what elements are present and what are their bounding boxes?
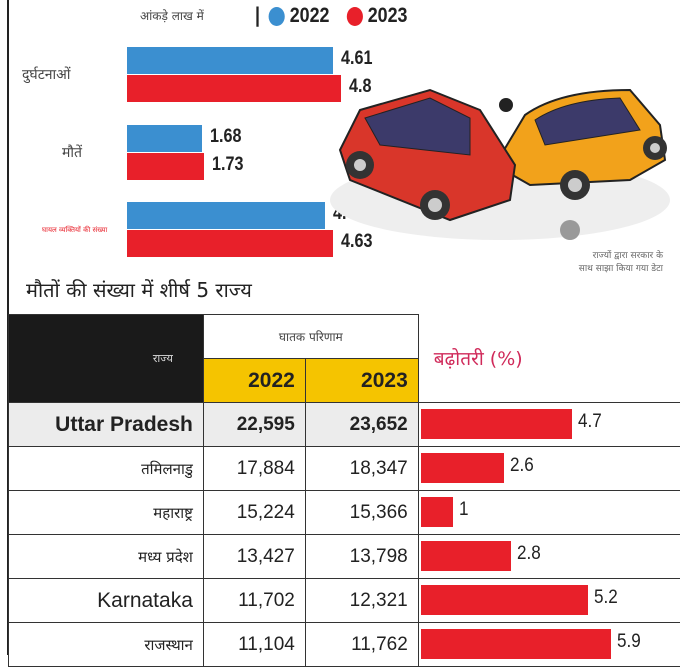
bar-2022 bbox=[127, 202, 325, 229]
source-caption: राज्यों द्वारा सरकार के साथ साझा किया गय… bbox=[548, 250, 663, 276]
legend-label-2022: 2022 bbox=[290, 4, 330, 28]
table-row: तमिलनाडु 17,884 18,347 2.6 bbox=[9, 447, 680, 491]
state-name: Karnataka bbox=[9, 579, 204, 623]
value-2023: 12,321 bbox=[305, 579, 418, 623]
state-name: महाराष्ट्र bbox=[9, 491, 204, 535]
state-name: मध्य प्रदेश bbox=[9, 535, 204, 579]
table-row: Uttar Pradesh 22,595 23,652 4.7 bbox=[9, 403, 680, 447]
header-fatal: घातक परिणाम bbox=[203, 315, 418, 359]
growth-bar bbox=[421, 585, 588, 615]
caption-line-1: राज्यों द्वारा सरकार के bbox=[548, 250, 663, 263]
bar-2022 bbox=[127, 47, 333, 74]
growth-cell: 5.2 bbox=[418, 579, 680, 623]
header-2023: 2023 bbox=[305, 359, 418, 403]
value-2022: 17,884 bbox=[203, 447, 305, 491]
table-row: Karnataka 11,702 12,321 5.2 bbox=[9, 579, 680, 623]
bar-2022 bbox=[127, 125, 202, 152]
growth-cell: 2.8 bbox=[418, 535, 680, 579]
table-row: राजस्थान 11,104 11,762 5.9 bbox=[9, 623, 680, 667]
value-2023: 15,366 bbox=[305, 491, 418, 535]
value-2022: 15,224 bbox=[203, 491, 305, 535]
growth-bar bbox=[421, 409, 572, 439]
growth-value: 4.7 bbox=[578, 411, 602, 433]
growth-cell: 2.6 bbox=[418, 447, 680, 491]
growth-value: 5.2 bbox=[594, 587, 618, 609]
category-label: मौतें bbox=[62, 143, 82, 162]
value-2022: 22,595 bbox=[203, 403, 305, 447]
legend-swatch-2022 bbox=[269, 7, 285, 26]
state-name: राजस्थान bbox=[9, 623, 204, 667]
value-2022: 11,702 bbox=[203, 579, 305, 623]
growth-bar bbox=[421, 541, 511, 571]
legend: | 2022 2023 bbox=[255, 4, 407, 28]
state-name: तमिलनाडु bbox=[9, 447, 204, 491]
state-name: Uttar Pradesh bbox=[9, 403, 204, 447]
growth-value: 2.8 bbox=[517, 543, 541, 565]
bar-2023 bbox=[127, 230, 333, 257]
legend-label-2023: 2023 bbox=[368, 4, 408, 28]
bar-value-label: 1.73 bbox=[212, 154, 243, 176]
legend-swatch-2023 bbox=[346, 7, 362, 26]
header-2022: 2022 bbox=[203, 359, 305, 403]
growth-value: 1 bbox=[459, 499, 469, 521]
table-row: महाराष्ट्र 15,224 15,366 1 bbox=[9, 491, 680, 535]
table-row: मध्य प्रदेश 13,427 13,798 2.8 bbox=[9, 535, 680, 579]
caption-line-2: साथ साझा किया गया डेटा bbox=[548, 263, 663, 276]
bar-2023 bbox=[127, 153, 204, 180]
growth-value: 5.9 bbox=[617, 631, 641, 653]
unit-note: आंकड़े लाख में bbox=[140, 7, 204, 24]
category-label: दुर्घटनाओं bbox=[22, 65, 70, 84]
growth-cell: 1 bbox=[418, 491, 680, 535]
growth-bar bbox=[421, 453, 505, 483]
bar-2023 bbox=[127, 75, 341, 102]
growth-cell: 5.9 bbox=[418, 623, 680, 667]
bar-value-label: 4.61 bbox=[341, 48, 372, 70]
value-2023: 18,347 bbox=[305, 447, 418, 491]
value-2022: 11,104 bbox=[203, 623, 305, 667]
growth-bar bbox=[421, 497, 453, 527]
car-crash-illustration bbox=[330, 70, 675, 250]
category-label: घायल व्यक्तियों की संख्या bbox=[42, 226, 107, 235]
header-growth: बढ़ोतरी (%) bbox=[418, 315, 680, 403]
table-title: मौतों की संख्या में शीर्ष 5 राज्य bbox=[26, 276, 252, 303]
header-state: राज्य bbox=[9, 315, 204, 403]
growth-cell: 4.7 bbox=[418, 403, 680, 447]
value-2023: 11,762 bbox=[305, 623, 418, 667]
states-table: राज्य घातक परिणाम बढ़ोतरी (%) 2022 2023 … bbox=[8, 314, 680, 667]
value-2023: 23,652 bbox=[305, 403, 418, 447]
value-2022: 13,427 bbox=[203, 535, 305, 579]
bar-value-label: 1.68 bbox=[210, 126, 241, 148]
value-2023: 13,798 bbox=[305, 535, 418, 579]
growth-value: 2.6 bbox=[510, 455, 534, 477]
